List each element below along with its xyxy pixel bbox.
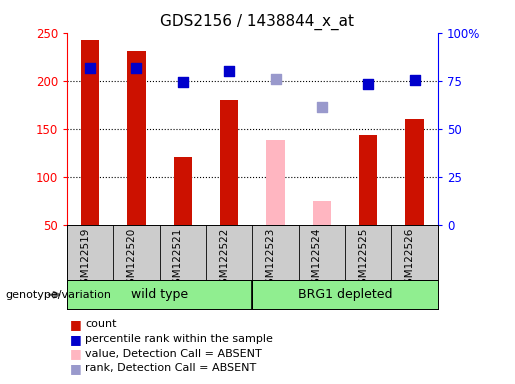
Point — [179, 79, 187, 85]
Bar — [220, 100, 238, 225]
Bar — [67, 280, 252, 309]
Text: GSM122523: GSM122523 — [266, 227, 276, 291]
Bar — [266, 140, 285, 225]
Bar — [174, 157, 192, 225]
Text: GSM122524: GSM122524 — [312, 227, 322, 291]
Text: ■: ■ — [70, 362, 81, 375]
Text: wild type: wild type — [131, 288, 188, 301]
Text: ■: ■ — [70, 333, 81, 346]
Text: count: count — [85, 319, 116, 329]
Text: GSM122520: GSM122520 — [127, 227, 136, 291]
Text: GSM122519: GSM122519 — [80, 227, 90, 291]
Point — [271, 76, 280, 82]
Bar — [252, 280, 438, 309]
Text: value, Detection Call = ABSENT: value, Detection Call = ABSENT — [85, 349, 262, 359]
Point — [318, 104, 326, 110]
Text: GDS2156 / 1438844_x_at: GDS2156 / 1438844_x_at — [161, 13, 354, 30]
Text: GSM122521: GSM122521 — [173, 227, 183, 291]
Bar — [405, 119, 424, 225]
Text: genotype/variation: genotype/variation — [5, 290, 111, 300]
Bar — [313, 201, 331, 225]
Point — [364, 81, 372, 87]
Bar — [359, 136, 377, 225]
Text: GSM122526: GSM122526 — [405, 227, 415, 291]
Text: rank, Detection Call = ABSENT: rank, Detection Call = ABSENT — [85, 363, 256, 373]
Bar — [127, 51, 146, 225]
Text: GSM122522: GSM122522 — [219, 227, 229, 291]
Text: percentile rank within the sample: percentile rank within the sample — [85, 334, 273, 344]
Text: GSM122525: GSM122525 — [358, 227, 368, 291]
Point — [410, 77, 419, 83]
Text: ■: ■ — [70, 347, 81, 360]
Point — [225, 68, 233, 74]
Text: BRG1 depleted: BRG1 depleted — [298, 288, 392, 301]
Point — [132, 65, 141, 71]
Point — [86, 65, 94, 71]
Text: ■: ■ — [70, 318, 81, 331]
Bar — [81, 40, 99, 225]
